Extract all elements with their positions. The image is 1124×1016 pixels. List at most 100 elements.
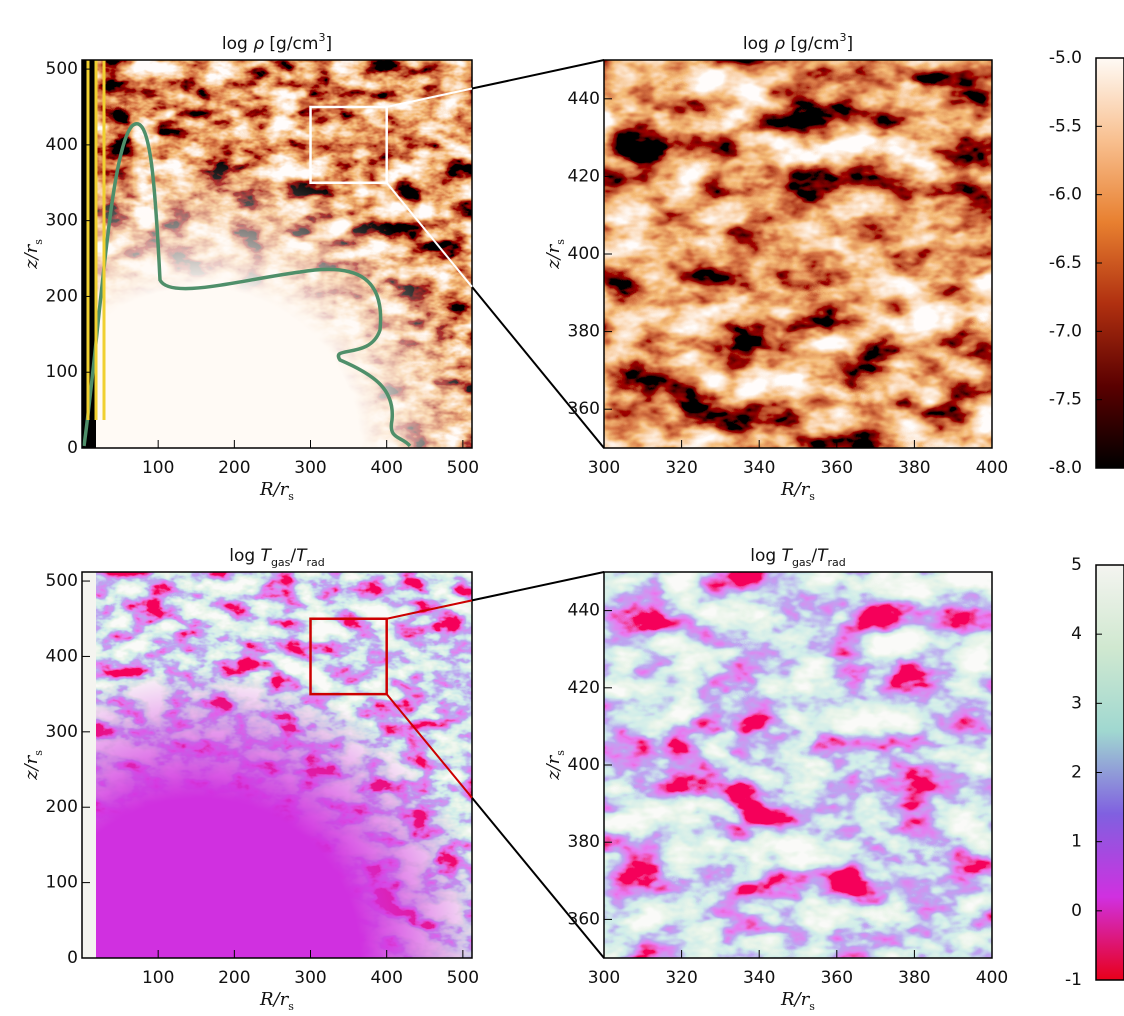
- x-axis-label: R/rs: [259, 989, 294, 1013]
- velocity-arrow: [102, 60, 106, 420]
- y-tick-label: 500: [46, 571, 78, 591]
- y-tick-label: 0: [67, 438, 78, 458]
- velocity-arrow: [86, 60, 90, 420]
- x-axis-label: R/rs: [780, 989, 815, 1013]
- x-tick-label: 300: [294, 458, 326, 478]
- axes-frame: [81, 571, 473, 959]
- disk-region: [82, 60, 472, 448]
- text-part: log: [750, 546, 781, 566]
- text-part: [g/cm: [264, 34, 318, 54]
- text-part: s: [809, 490, 815, 503]
- text-part: gas: [792, 556, 812, 569]
- text-part: 3: [318, 31, 325, 44]
- plot-area: [82, 60, 472, 448]
- chart-title: log Tgas/Trad: [750, 546, 846, 569]
- y-axis-label: z/rs: [543, 239, 567, 270]
- y-tick-label: 400: [568, 755, 600, 775]
- y-axis-label: z/rs: [543, 750, 567, 781]
- text-part: z/r: [21, 243, 42, 270]
- tick-label: -6.5: [1049, 253, 1082, 273]
- text-part: s: [32, 239, 45, 245]
- inset-connector: [471, 59, 605, 90]
- text-part: gas: [271, 556, 291, 569]
- text-part: R/r: [780, 479, 811, 500]
- y-tick-label: 400: [568, 244, 600, 264]
- text-part: z/r: [543, 243, 564, 270]
- heatmap-image: [604, 572, 992, 958]
- x-tick-label: 400: [976, 458, 1008, 478]
- disk-region: [82, 572, 472, 958]
- y-tick-label: 440: [568, 601, 600, 621]
- text-part: z/r: [21, 754, 42, 781]
- x-tick-label: 320: [665, 968, 697, 988]
- x-tick-label: 300: [588, 968, 620, 988]
- x-tick-label: 200: [218, 458, 250, 478]
- text-part: ]: [846, 34, 853, 54]
- tick-label: 1: [1071, 832, 1082, 852]
- y-tick-label: 100: [46, 873, 78, 893]
- y-tick-label: 420: [568, 166, 600, 186]
- tick-label: 5: [1071, 555, 1082, 575]
- tick-label: 2: [1071, 763, 1082, 783]
- x-tick-label: 380: [898, 968, 930, 988]
- tick-label: 3: [1071, 693, 1082, 713]
- y-tick-label: 200: [46, 797, 78, 817]
- text-part: [g/cm: [785, 34, 839, 54]
- chart-title: log ρ [g/cm3]: [222, 31, 332, 55]
- text-part: s: [809, 1000, 815, 1013]
- y-tick-label: 360: [568, 909, 600, 929]
- x-tick-label: 500: [447, 458, 479, 478]
- y-tick-label: 400: [46, 135, 78, 155]
- text-part: R/r: [259, 989, 290, 1010]
- heatmap: 300 320 340 360 380 400 360 380 400 420 440 log Tga…: [543, 546, 1008, 1013]
- y-tick-label: 380: [568, 832, 600, 852]
- inset-connector: [471, 571, 605, 602]
- text-part: log: [222, 34, 253, 54]
- y-tick-label: 300: [46, 211, 78, 231]
- text-part: T: [817, 546, 829, 566]
- text-part: 3: [839, 31, 846, 44]
- text-part: ρ: [774, 34, 785, 54]
- velocity-arrow: [94, 60, 98, 420]
- inset-connector: [471, 797, 605, 959]
- x-tick-label: 400: [370, 968, 402, 988]
- tick-label: -7.5: [1049, 390, 1082, 410]
- text-part: rad: [307, 556, 325, 569]
- tick-label: -5.0: [1049, 48, 1082, 68]
- text-part: s: [288, 1000, 294, 1013]
- text-part: ρ: [253, 34, 264, 54]
- inset-connector: [385, 693, 473, 799]
- text-part: R/r: [780, 989, 811, 1010]
- y-tick-label: 500: [46, 59, 78, 79]
- inset-connector: [385, 182, 473, 288]
- y-tick-label: 400: [46, 646, 78, 666]
- x-tick-label: 340: [743, 968, 775, 988]
- y-tick-label: 0: [67, 948, 78, 968]
- tick-label: -8.0: [1049, 458, 1082, 478]
- text-part: rad: [828, 556, 846, 569]
- text-part: s: [554, 239, 567, 245]
- plot-area: [82, 572, 472, 958]
- chart-title: log Tgas/Trad: [229, 546, 325, 569]
- heatmap: 100 200 300 400 500 0 100 200 300 400 500 log ρ [g/…: [21, 31, 479, 503]
- y-tick-label: 200: [46, 286, 78, 306]
- text-part: z/r: [543, 754, 564, 781]
- tick-label: -7.0: [1049, 321, 1082, 341]
- text-part: log: [229, 546, 260, 566]
- tick-label: 0: [1071, 901, 1082, 921]
- x-tick-label: 360: [821, 458, 853, 478]
- plot-area: [604, 60, 992, 448]
- text-part: ]: [325, 34, 332, 54]
- tick-label: -6.0: [1049, 185, 1082, 205]
- heatmap: 300 320 340 360 380 400 360 380 400 420 440 log ρ […: [543, 31, 1008, 503]
- text-part: log: [743, 34, 774, 54]
- x-tick-label: 340: [743, 458, 775, 478]
- x-tick-label: 100: [142, 968, 174, 988]
- text-part: T: [782, 546, 794, 566]
- tick-label: -1: [1065, 970, 1082, 990]
- inset-connector: [471, 286, 605, 449]
- y-axis-label: z/rs: [21, 750, 45, 781]
- x-tick-label: 380: [898, 458, 930, 478]
- heatmap: 100 200 300 400 500 0 100 200 300 400 500 log Tgas/…: [21, 546, 479, 1013]
- inset-box: [309, 617, 388, 696]
